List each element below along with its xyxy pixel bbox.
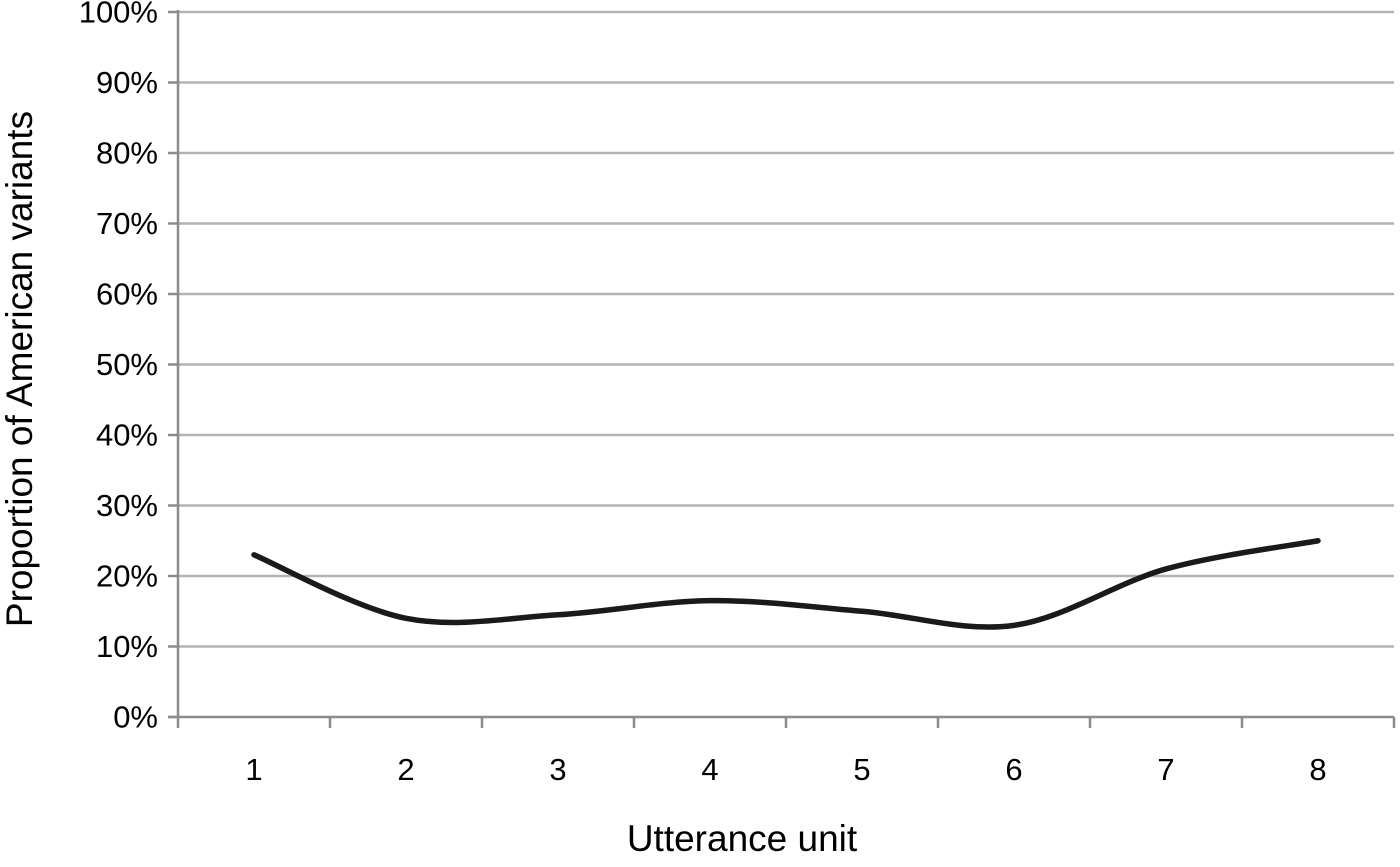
y-axis-title: Proportion of American variants: [0, 110, 40, 628]
data-line-series: [251, 538, 1321, 630]
y-tick-label: 100%: [79, 0, 158, 30]
x-tick-label: 3: [549, 752, 566, 787]
x-tick-label: 8: [1309, 752, 1326, 787]
x-tick-label: 2: [397, 752, 414, 787]
y-tick-label: 60%: [96, 277, 158, 312]
x-tick-label: 1: [245, 752, 262, 787]
x-tick-label: 5: [853, 752, 870, 787]
y-tick-label: 10%: [96, 629, 158, 664]
y-tick-label: 90%: [96, 65, 158, 100]
y-tick-label: 20%: [96, 559, 158, 594]
x-tick-label: 7: [1157, 752, 1174, 787]
y-tick-label: 70%: [96, 206, 158, 241]
y-tick-label: 40%: [96, 418, 158, 453]
y-tick-label: 80%: [96, 136, 158, 171]
y-tick-label: 50%: [96, 347, 158, 382]
x-tick-label: 4: [701, 752, 718, 787]
y-tick-label: 30%: [96, 488, 158, 523]
x-tick-label: 6: [1005, 752, 1022, 787]
y-tick-label: 0%: [113, 700, 158, 735]
x-axis-title: Utterance unit: [626, 818, 858, 859]
